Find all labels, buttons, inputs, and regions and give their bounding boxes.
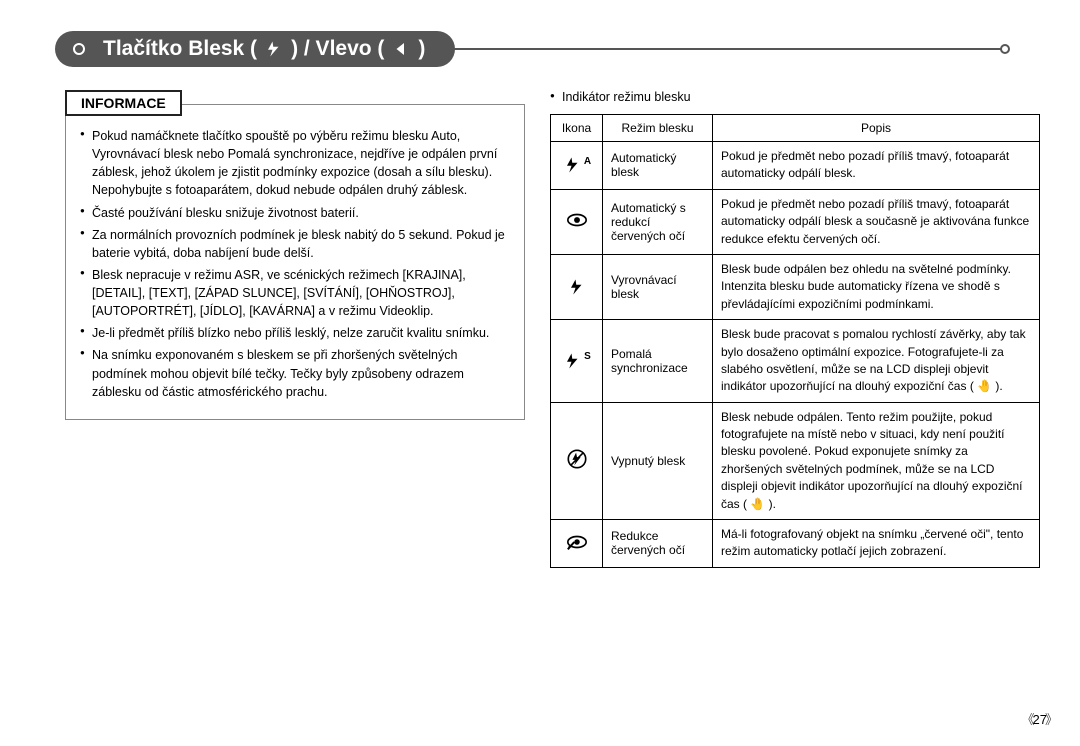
cell-mode: Automatický blesk bbox=[603, 142, 713, 190]
title-suffix: ) bbox=[418, 37, 425, 61]
th-desc: Popis bbox=[713, 115, 1040, 142]
flash-slow-icon bbox=[562, 352, 584, 370]
title-pill: Tlačítko Blesk ( ) / Vlevo ( ) bbox=[55, 31, 455, 67]
cell-icon bbox=[551, 520, 603, 568]
eye-icon bbox=[565, 209, 589, 231]
cell-icon bbox=[551, 402, 603, 519]
left-arrow-icon bbox=[390, 40, 412, 58]
table-row: Automatický s redukcí červených očí Poku… bbox=[551, 189, 1040, 254]
informace-label: INFORMACE bbox=[65, 90, 182, 116]
right-column: Indikátor režimu blesku Ikona Režim bles… bbox=[550, 90, 1040, 568]
list-item: Za normálních provozních podmínek je ble… bbox=[80, 226, 512, 262]
table-row: Redukce červených očí Má-li fotografovan… bbox=[551, 520, 1040, 568]
title-mid: ) / Vlevo ( bbox=[291, 37, 384, 61]
cell-desc: Blesk bude odpálen bez ohledu na světeln… bbox=[713, 254, 1040, 319]
cell-mode: Redukce červených očí bbox=[603, 520, 713, 568]
flash-mode-table: Ikona Režim blesku Popis A Automatický b… bbox=[550, 114, 1040, 568]
list-item: Na snímku exponovaném s bleskem se při z… bbox=[80, 346, 512, 400]
page-number: 27 bbox=[1022, 709, 1059, 728]
table-row: Vyrovnávací blesk Blesk bude odpálen bez… bbox=[551, 254, 1040, 319]
cell-icon: A bbox=[551, 142, 603, 190]
table-header-row: Ikona Režim blesku Popis bbox=[551, 115, 1040, 142]
table-row: Vypnutý blesk Blesk nebude odpálen. Tent… bbox=[551, 402, 1040, 519]
header-rule-cap-icon bbox=[1000, 44, 1010, 54]
th-mode: Režim blesku bbox=[603, 115, 713, 142]
left-column: INFORMACE Pokud namáčknete tlačítko spou… bbox=[65, 90, 525, 420]
informace-list: Pokud namáčknete tlačítko spouště po výb… bbox=[80, 127, 512, 401]
redeye-fix-icon bbox=[565, 531, 589, 553]
table-row: A Automatický blesk Pokud je předmět neb… bbox=[551, 142, 1040, 190]
title-prefix: Tlačítko Blesk ( bbox=[103, 37, 257, 61]
cell-icon: S bbox=[551, 320, 603, 403]
pill-dot-icon bbox=[73, 43, 85, 55]
cell-desc: Blesk nebude odpálen. Tento režim použij… bbox=[713, 402, 1040, 519]
cell-desc: Pokud je předmět nebo pozadí příliš tmav… bbox=[713, 189, 1040, 254]
list-item: Blesk nepracuje v režimu ASR, ve scénick… bbox=[80, 266, 512, 320]
cell-icon bbox=[551, 189, 603, 254]
cell-desc: Pokud je předmět nebo pozadí příliš tmav… bbox=[713, 142, 1040, 190]
flash-off-icon bbox=[565, 448, 589, 470]
cell-mode: Pomalá synchronizace bbox=[603, 320, 713, 403]
flash-icon bbox=[566, 278, 588, 296]
page-header: Tlačítko Blesk ( ) / Vlevo ( ) bbox=[55, 28, 1010, 70]
cell-mode: Automatický s redukcí červených očí bbox=[603, 189, 713, 254]
list-item: Je-li předmět příliš blízko nebo příliš … bbox=[80, 324, 512, 342]
list-item: Časté používání blesku snižuje životnost… bbox=[80, 204, 512, 222]
table-heading: Indikátor režimu blesku bbox=[550, 90, 1040, 104]
th-icon: Ikona bbox=[551, 115, 603, 142]
cell-mode: Vypnutý blesk bbox=[603, 402, 713, 519]
cell-icon bbox=[551, 254, 603, 319]
cell-desc: Blesk bude pracovat s pomalou rychlostí … bbox=[713, 320, 1040, 403]
flash-auto-icon bbox=[562, 156, 584, 174]
table-row: S Pomalá synchronizace Blesk bude pracov… bbox=[551, 320, 1040, 403]
informace-box: Pokud namáčknete tlačítko spouště po výb… bbox=[65, 104, 525, 420]
list-item: Pokud namáčknete tlačítko spouště po výb… bbox=[80, 127, 512, 200]
cell-mode: Vyrovnávací blesk bbox=[603, 254, 713, 319]
header-rule bbox=[440, 48, 1005, 50]
flash-icon bbox=[263, 40, 285, 58]
cell-desc: Má-li fotografovaný objekt na snímku „če… bbox=[713, 520, 1040, 568]
